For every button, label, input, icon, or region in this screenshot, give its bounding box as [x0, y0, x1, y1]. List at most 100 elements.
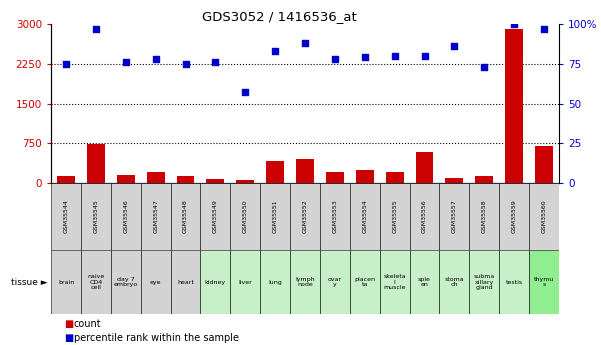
Point	[390, 53, 400, 59]
Bar	[87, 144, 105, 183]
Text: GSM35546: GSM35546	[123, 200, 128, 233]
Point	[91, 26, 101, 32]
Bar	[320, 183, 350, 250]
Text: eye: eye	[150, 279, 162, 285]
Text: sple
en: sple en	[418, 277, 431, 287]
Bar	[266, 161, 284, 183]
Bar	[445, 178, 463, 183]
Bar	[51, 250, 81, 314]
Bar	[201, 183, 230, 250]
Point	[270, 48, 280, 54]
Text: GSM35552: GSM35552	[302, 200, 308, 233]
Text: percentile rank within the sample: percentile rank within the sample	[74, 333, 239, 343]
Bar	[171, 250, 201, 314]
Bar	[111, 183, 141, 250]
Text: lymph
node: lymph node	[295, 277, 315, 287]
Bar	[320, 250, 350, 314]
Bar	[141, 250, 171, 314]
Text: lung: lung	[268, 279, 282, 285]
Bar	[499, 183, 529, 250]
Point	[121, 59, 130, 65]
Bar	[529, 183, 559, 250]
Text: day 7
embryо: day 7 embryо	[114, 277, 138, 287]
Point	[151, 56, 160, 62]
Bar	[356, 170, 374, 183]
Bar	[117, 175, 135, 183]
Text: stoma
ch: stoma ch	[445, 277, 464, 287]
Text: thymu
s: thymu s	[534, 277, 554, 287]
Text: GSM35549: GSM35549	[213, 199, 218, 234]
Text: placen
ta: placen ta	[354, 277, 375, 287]
Point	[539, 26, 549, 32]
Text: GDS3052 / 1416536_at: GDS3052 / 1416536_at	[203, 10, 357, 23]
Point	[419, 53, 429, 59]
Bar	[505, 29, 523, 183]
Text: GSM35556: GSM35556	[422, 200, 427, 233]
Text: GSM35548: GSM35548	[183, 200, 188, 233]
Bar	[51, 183, 81, 250]
Point	[330, 56, 340, 62]
Text: liver: liver	[239, 279, 252, 285]
Bar	[230, 183, 260, 250]
Bar	[260, 250, 290, 314]
Point	[61, 61, 71, 67]
Text: GSM35547: GSM35547	[153, 199, 158, 234]
Bar	[529, 250, 559, 314]
Point	[181, 61, 191, 67]
Text: tissue ►: tissue ►	[11, 277, 48, 287]
Bar	[475, 176, 493, 183]
Point	[360, 55, 370, 60]
Point	[509, 21, 519, 27]
Text: subma
xillary
gland: subma xillary gland	[474, 274, 495, 290]
Text: ■: ■	[64, 333, 73, 343]
Text: GSM35551: GSM35551	[273, 200, 278, 233]
Bar	[469, 250, 499, 314]
Bar	[499, 250, 529, 314]
Point	[210, 59, 220, 65]
Text: count: count	[74, 319, 102, 329]
Bar	[177, 176, 195, 183]
Point	[450, 43, 459, 49]
Bar	[260, 183, 290, 250]
Bar	[439, 250, 469, 314]
Bar	[326, 172, 344, 183]
Bar	[296, 159, 314, 183]
Bar	[469, 183, 499, 250]
Text: GSM35553: GSM35553	[332, 200, 337, 233]
Text: brain: brain	[58, 279, 74, 285]
Bar	[439, 183, 469, 250]
Text: naive
CD4
cell: naive CD4 cell	[87, 274, 105, 290]
Point	[240, 90, 250, 95]
Bar	[290, 250, 320, 314]
Text: heart: heart	[177, 279, 194, 285]
Bar	[147, 172, 165, 183]
Bar	[380, 250, 409, 314]
Bar	[409, 250, 439, 314]
Text: GSM35560: GSM35560	[542, 200, 546, 233]
Point	[300, 40, 310, 46]
Bar	[380, 183, 409, 250]
Text: GSM35558: GSM35558	[482, 200, 487, 233]
Bar	[81, 183, 111, 250]
Text: GSM35545: GSM35545	[93, 200, 99, 233]
Text: GSM35557: GSM35557	[452, 200, 457, 233]
Bar	[535, 146, 553, 183]
Bar	[111, 250, 141, 314]
Text: GSM35559: GSM35559	[511, 200, 517, 233]
Bar	[206, 179, 224, 183]
Text: skeleta
l
muscle: skeleta l muscle	[383, 274, 406, 290]
Bar	[171, 183, 201, 250]
Text: ovar
y: ovar y	[328, 277, 342, 287]
Bar	[141, 183, 171, 250]
Bar	[415, 152, 433, 183]
Text: testis: testis	[505, 279, 523, 285]
Text: ■: ■	[64, 319, 73, 329]
Text: GSM35544: GSM35544	[64, 199, 69, 234]
Bar	[409, 183, 439, 250]
Bar	[230, 250, 260, 314]
Text: GSM35554: GSM35554	[362, 200, 367, 233]
Bar	[290, 183, 320, 250]
Bar	[350, 250, 380, 314]
Text: kidney: kidney	[205, 279, 226, 285]
Bar	[236, 180, 254, 183]
